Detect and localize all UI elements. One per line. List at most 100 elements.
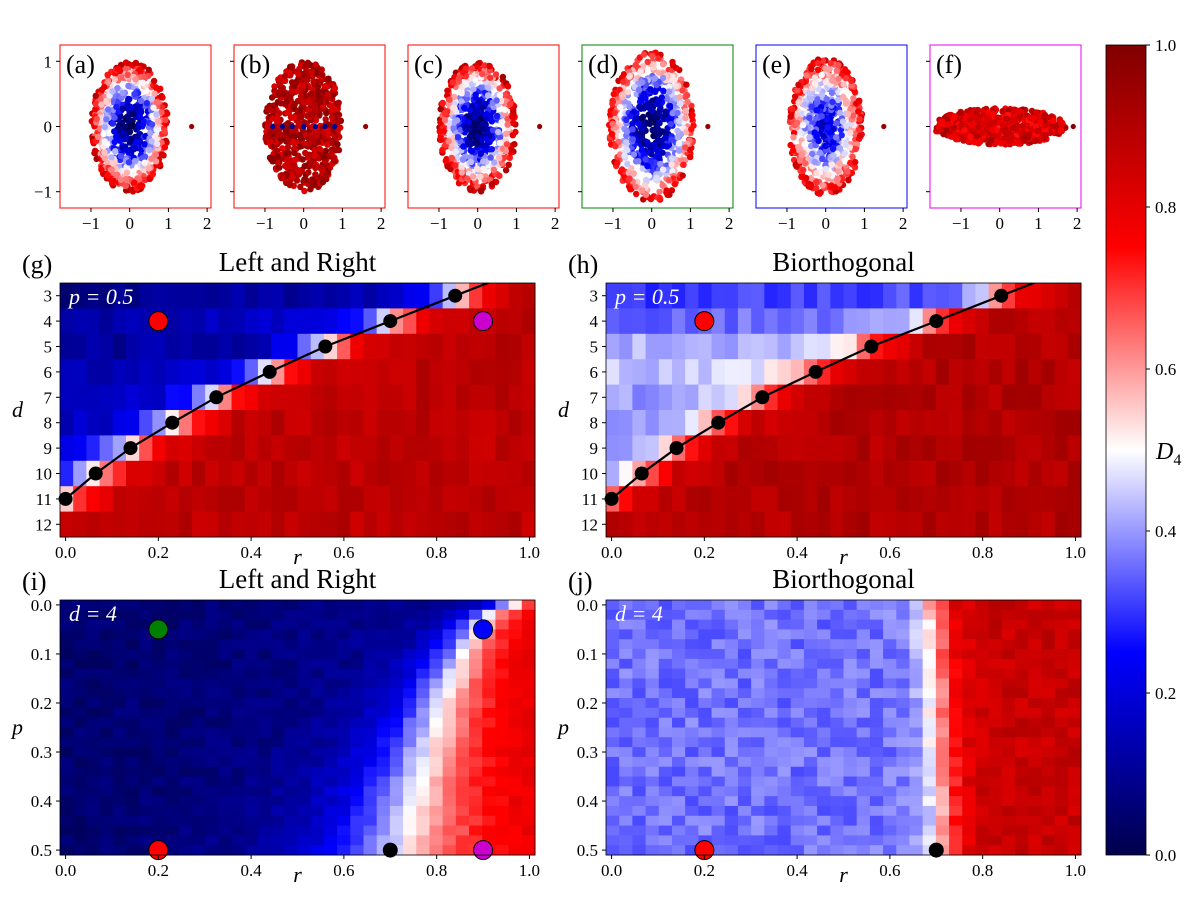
- heatmap-cell: [495, 609, 510, 621]
- heatmap-cell: [1015, 460, 1029, 487]
- heatmap-cell: [896, 333, 910, 360]
- heatmap-cell: [442, 609, 457, 621]
- heatmap-cell: [257, 460, 272, 487]
- heatmap-cell: [869, 384, 884, 411]
- heatmap-cell: [389, 384, 404, 411]
- scatter-point: [291, 149, 298, 157]
- heatmap-cell: [257, 629, 272, 640]
- heatmap-cell: [1054, 308, 1069, 335]
- scatter-point: [682, 114, 689, 122]
- scatter-point: [304, 76, 311, 83]
- scatter-point: [647, 106, 654, 113]
- scatter-point: [98, 101, 105, 108]
- heatmap-cell: [508, 609, 523, 621]
- heatmap-cell: [376, 629, 391, 640]
- scatter-point: [493, 112, 501, 120]
- scatter-point: [496, 139, 503, 147]
- scatter-point: [999, 121, 1006, 129]
- scatter-point: [800, 166, 807, 174]
- heatmap-cell: [125, 460, 140, 487]
- scatter-point: [680, 161, 687, 168]
- heatmap-cell: [60, 333, 74, 360]
- scatter-point: [162, 116, 169, 124]
- heatmap-cell: [521, 619, 536, 630]
- scatter-point: [154, 98, 161, 106]
- panel-label-b: (b): [240, 50, 270, 79]
- scatter-point: [666, 83, 673, 90]
- heatmap-cell: [922, 460, 937, 487]
- heatmap-cell: [1054, 359, 1069, 386]
- heatmap-cell: [469, 486, 483, 513]
- heatmap-cell: [376, 283, 391, 309]
- scatter-point: [834, 177, 841, 184]
- heatmap-cell: [257, 435, 272, 462]
- heatmap-cell: [455, 410, 470, 436]
- scatter-point: [687, 153, 694, 161]
- heatmap-cell: [469, 435, 483, 462]
- scatter-point: [644, 139, 651, 146]
- heatmap-cell: [521, 486, 536, 513]
- heatmap-cell: [244, 609, 259, 621]
- scatter-point: [813, 178, 820, 186]
- heatmap-cell: [218, 435, 233, 462]
- heatmap-cell: [73, 359, 87, 386]
- heatmap-cell: [949, 486, 963, 513]
- scatter-point: [460, 143, 467, 150]
- scatter-point: [105, 106, 112, 113]
- heatmap-cell: [632, 333, 647, 360]
- scatter-point: [125, 96, 132, 103]
- heatmap-cell: [271, 609, 285, 621]
- heatmap-cell: [191, 460, 206, 487]
- scatter-point: [466, 106, 474, 114]
- scatter-point: [816, 190, 823, 197]
- scatter-point: [840, 81, 847, 88]
- scatter-point: [496, 172, 503, 179]
- heatmap-cell: [909, 384, 924, 411]
- heatmap-cell: [817, 308, 831, 335]
- marker-point: [148, 311, 169, 332]
- heatmap-cell: [962, 511, 976, 538]
- heatmap-cell: [830, 384, 844, 411]
- heatmap-cell: [125, 486, 140, 513]
- heatmap-cell: [1028, 308, 1042, 335]
- scatter-point: [463, 95, 471, 102]
- scatter-point: [281, 73, 289, 80]
- scatter-point: [296, 132, 304, 139]
- heatmap-cell: [896, 511, 910, 538]
- scatter-point: [275, 91, 283, 98]
- heatmap-cell: [99, 435, 114, 462]
- heatmap-cell: [429, 359, 444, 386]
- heatmap-cell: [658, 333, 673, 360]
- scatter-point: [832, 134, 840, 141]
- heatmap-cell: [751, 511, 765, 538]
- heatmap-cell: [231, 435, 246, 462]
- heatmap-cell: [685, 460, 699, 487]
- heatmap-cell: [416, 460, 430, 487]
- scatter-point: [325, 75, 332, 82]
- heatmap-cell: [310, 283, 325, 309]
- scatter-point: [500, 154, 507, 162]
- heatmap-cell: [896, 359, 910, 386]
- heatmap-cell: [632, 435, 647, 462]
- heatmap-cell: [257, 410, 272, 436]
- scatter-point: [630, 151, 638, 158]
- heatmap-cell: [724, 384, 739, 411]
- heatmap-cell: [949, 333, 963, 360]
- heatmap-cell: [935, 511, 950, 538]
- scatter-points-a: [88, 59, 195, 195]
- scatter-point: [307, 134, 314, 141]
- scatter-point: [276, 164, 283, 171]
- scatter-point: [149, 171, 156, 178]
- heatmap-cell: [975, 410, 990, 436]
- heatmap-cell: [416, 308, 430, 335]
- heatmap-cell: [271, 460, 285, 487]
- heatmap-cell: [751, 486, 765, 513]
- heatmap-cell: [323, 283, 338, 309]
- heatmap-cell: [521, 308, 536, 335]
- scatter-point: [299, 83, 307, 90]
- heatmap-cell: [350, 460, 364, 487]
- scatter-point: [315, 93, 322, 100]
- heatmap-cell: [205, 609, 219, 621]
- heatmap-cell: [469, 359, 483, 386]
- scatter-point: [619, 91, 626, 98]
